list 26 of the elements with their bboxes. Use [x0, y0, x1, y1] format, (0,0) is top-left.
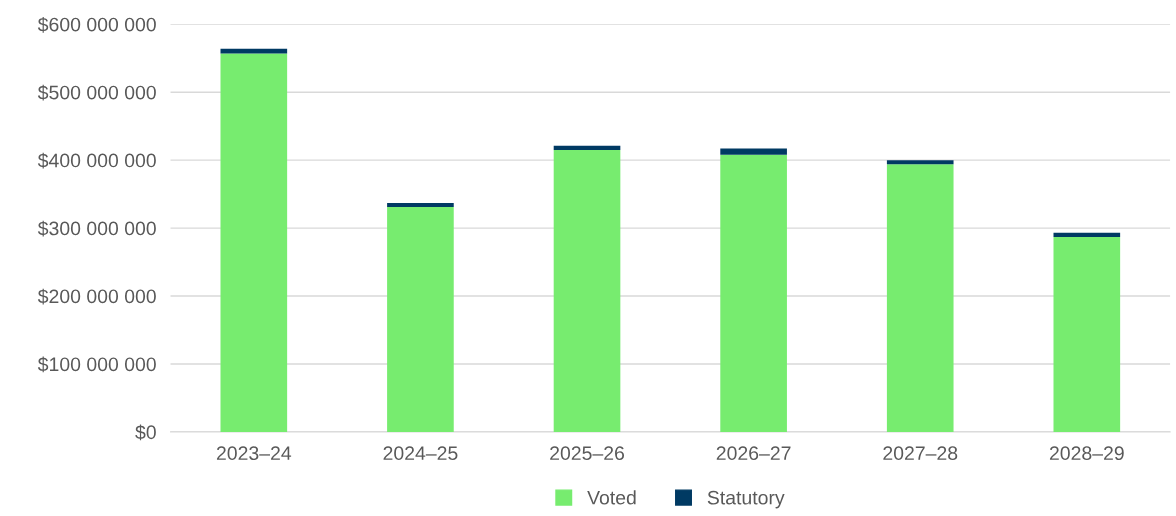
x-tick-label: 2028–29: [1049, 446, 1124, 461]
legend-label: Statutory: [707, 490, 785, 509]
y-tick-label: $500 000 000: [37, 84, 156, 101]
y-tick-label: $600 000 000: [37, 16, 156, 33]
y-tick-label: $200 000 000: [37, 288, 156, 305]
x-tick-label: 2027–28: [883, 446, 958, 461]
bar: [553, 149, 621, 432]
y-tick-label: $0: [135, 424, 156, 441]
x-tick-label: 2023–24: [216, 446, 292, 461]
x-tick-label: 2026–27: [716, 446, 791, 461]
bar: [1053, 232, 1121, 237]
bar: [220, 53, 288, 432]
legend-label: Voted: [587, 490, 636, 505]
y-tick-label: $300 000 000: [37, 220, 156, 237]
bar: [387, 207, 454, 432]
bar: [720, 154, 787, 432]
x-tick-label: 2025–26: [550, 446, 625, 461]
y-tick-label: $400 000 000: [37, 152, 156, 169]
bar: [1053, 236, 1121, 432]
bar: [387, 202, 454, 208]
bar: [720, 148, 787, 155]
bar: [553, 145, 621, 150]
bar: [886, 160, 954, 165]
bar: [886, 164, 954, 432]
x-tick-label: 2024–25: [383, 446, 458, 461]
y-tick-label: $100 000 000: [37, 356, 156, 373]
